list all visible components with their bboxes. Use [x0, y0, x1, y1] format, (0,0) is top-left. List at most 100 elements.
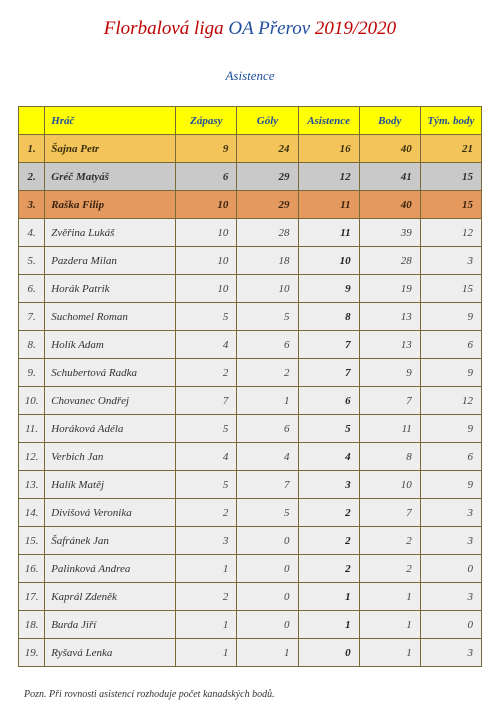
- cell-assists: 7: [298, 331, 359, 359]
- cell-games: 2: [176, 583, 237, 611]
- table-row: 2.Gréč Matyáš629124115: [19, 163, 482, 191]
- standings-table: Hráč Zápasy Góly Asistence Body Tým. bod…: [18, 106, 482, 667]
- cell-rank: 18.: [19, 611, 45, 639]
- cell-rank: 10.: [19, 387, 45, 415]
- cell-games: 1: [176, 555, 237, 583]
- cell-teampoints: 3: [420, 527, 481, 555]
- cell-assists: 16: [298, 135, 359, 163]
- cell-games: 1: [176, 611, 237, 639]
- cell-games: 10: [176, 191, 237, 219]
- cell-goals: 6: [237, 415, 298, 443]
- table-body: 1.Šajna Petr9241640212.Gréč Matyáš629124…: [19, 135, 482, 667]
- cell-player: Šajna Petr: [45, 135, 176, 163]
- table-row: 10.Chovanec Ondřej716712: [19, 387, 482, 415]
- cell-rank: 9.: [19, 359, 45, 387]
- cell-rank: 1.: [19, 135, 45, 163]
- cell-teampoints: 6: [420, 331, 481, 359]
- table-header-row: Hráč Zápasy Góly Asistence Body Tým. bod…: [19, 107, 482, 135]
- table-row: 11.Horáková Adéla565119: [19, 415, 482, 443]
- cell-teampoints: 0: [420, 555, 481, 583]
- cell-points: 1: [359, 583, 420, 611]
- cell-player: Zvěřina Lukáš: [45, 219, 176, 247]
- cell-assists: 10: [298, 247, 359, 275]
- table-row: 4.Zvěřina Lukáš1028113912: [19, 219, 482, 247]
- cell-player: Šafránek Jan: [45, 527, 176, 555]
- table-row: 12.Verbich Jan44486: [19, 443, 482, 471]
- cell-player: Raška Filip: [45, 191, 176, 219]
- cell-points: 7: [359, 387, 420, 415]
- cell-rank: 12.: [19, 443, 45, 471]
- cell-goals: 6: [237, 331, 298, 359]
- cell-assists: 11: [298, 191, 359, 219]
- col-player: Hráč: [45, 107, 176, 135]
- cell-rank: 14.: [19, 499, 45, 527]
- cell-points: 13: [359, 303, 420, 331]
- cell-assists: 6: [298, 387, 359, 415]
- cell-teampoints: 3: [420, 583, 481, 611]
- cell-goals: 0: [237, 583, 298, 611]
- cell-teampoints: 9: [420, 359, 481, 387]
- cell-games: 10: [176, 247, 237, 275]
- cell-player: Palinková Andrea: [45, 555, 176, 583]
- cell-teampoints: 9: [420, 471, 481, 499]
- cell-goals: 0: [237, 611, 298, 639]
- cell-player: Divišová Veronika: [45, 499, 176, 527]
- cell-rank: 2.: [19, 163, 45, 191]
- col-assists: Asistence: [298, 107, 359, 135]
- table-row: 5.Pazdera Milan101810283: [19, 247, 482, 275]
- cell-games: 2: [176, 359, 237, 387]
- cell-player: Horáková Adéla: [45, 415, 176, 443]
- cell-goals: 1: [237, 387, 298, 415]
- footnote: Pozn. Při rovnosti asistencí rozhoduje p…: [18, 689, 482, 700]
- cell-assists: 1: [298, 583, 359, 611]
- cell-games: 2: [176, 499, 237, 527]
- cell-assists: 4: [298, 443, 359, 471]
- cell-teampoints: 15: [420, 275, 481, 303]
- table-row: 6.Horák Patrik101091915: [19, 275, 482, 303]
- cell-player: Holík Adam: [45, 331, 176, 359]
- cell-goals: 7: [237, 471, 298, 499]
- cell-games: 4: [176, 331, 237, 359]
- cell-goals: 5: [237, 499, 298, 527]
- table-row: 7.Suchomel Roman558139: [19, 303, 482, 331]
- cell-games: 10: [176, 275, 237, 303]
- cell-player: Suchomel Roman: [45, 303, 176, 331]
- cell-player: Burda Jiří: [45, 611, 176, 639]
- cell-rank: 4.: [19, 219, 45, 247]
- cell-teampoints: 15: [420, 191, 481, 219]
- title-part1: Florbalová liga: [104, 18, 229, 39]
- table-row: 3.Raška Filip1029114015: [19, 191, 482, 219]
- cell-player: Chovanec Ondřej: [45, 387, 176, 415]
- cell-points: 10: [359, 471, 420, 499]
- cell-rank: 17.: [19, 583, 45, 611]
- cell-rank: 5.: [19, 247, 45, 275]
- col-teampoints: Tým. body: [420, 107, 481, 135]
- cell-games: 5: [176, 471, 237, 499]
- cell-rank: 19.: [19, 639, 45, 667]
- cell-rank: 11.: [19, 415, 45, 443]
- cell-rank: 8.: [19, 331, 45, 359]
- cell-goals: 10: [237, 275, 298, 303]
- cell-rank: 13.: [19, 471, 45, 499]
- cell-goals: 2: [237, 359, 298, 387]
- cell-points: 41: [359, 163, 420, 191]
- table-row: 18.Burda Jiří10110: [19, 611, 482, 639]
- cell-goals: 29: [237, 163, 298, 191]
- page-subtitle: Asistence: [18, 68, 482, 84]
- cell-teampoints: 9: [420, 303, 481, 331]
- cell-points: 40: [359, 191, 420, 219]
- cell-games: 3: [176, 527, 237, 555]
- table-row: 13.Halík Matěj573109: [19, 471, 482, 499]
- cell-assists: 5: [298, 415, 359, 443]
- cell-assists: 2: [298, 555, 359, 583]
- cell-rank: 7.: [19, 303, 45, 331]
- cell-teampoints: 0: [420, 611, 481, 639]
- cell-assists: 8: [298, 303, 359, 331]
- cell-teampoints: 12: [420, 219, 481, 247]
- col-rank: [19, 107, 45, 135]
- cell-assists: 3: [298, 471, 359, 499]
- cell-player: Pazdera Milan: [45, 247, 176, 275]
- cell-points: 9: [359, 359, 420, 387]
- cell-points: 11: [359, 415, 420, 443]
- cell-points: 1: [359, 611, 420, 639]
